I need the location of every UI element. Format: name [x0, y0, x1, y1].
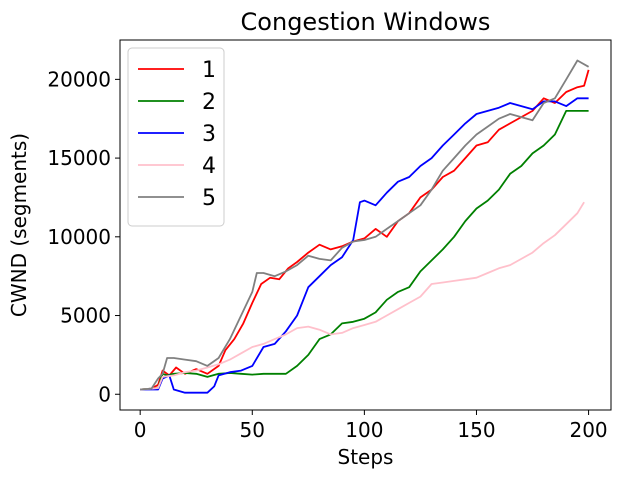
y-tick-label: 5000 [60, 304, 111, 328]
legend-label-3: 3 [202, 122, 216, 147]
series-line-3 [140, 97, 589, 394]
series-line-5 [140, 59, 590, 391]
x-axis-label: Steps [338, 445, 394, 469]
y-tick-label: 20000 [47, 67, 111, 91]
x-tick-label: 50 [240, 418, 265, 442]
series-line-2 [140, 110, 589, 391]
y-tick-label: 10000 [47, 225, 111, 249]
chart-title: Congestion Windows [241, 8, 491, 36]
x-tick-label: 200 [569, 418, 607, 442]
y-axis-label: CWND (segments) [7, 133, 31, 317]
legend-box [127, 47, 225, 227]
y-axis-ticks: 0 5000 10000 15000 20000 [47, 67, 120, 406]
legend-label-1: 1 [202, 58, 216, 83]
legend-label-5: 5 [202, 186, 216, 211]
x-tick-label: 0 [134, 418, 147, 442]
legend: 1 2 3 4 5 [127, 47, 225, 227]
y-tick-label: 15000 [47, 146, 111, 170]
x-axis-ticks: 0 50 100 150 200 [134, 410, 608, 442]
x-tick-label: 100 [345, 418, 383, 442]
x-tick-label: 150 [457, 418, 495, 442]
legend-label-2: 2 [202, 90, 216, 115]
legend-label-4: 4 [202, 154, 216, 179]
series-line-4 [140, 201, 585, 391]
series-lines [140, 59, 590, 394]
plot-frame [119, 39, 612, 411]
y-tick-label: 0 [98, 382, 111, 406]
